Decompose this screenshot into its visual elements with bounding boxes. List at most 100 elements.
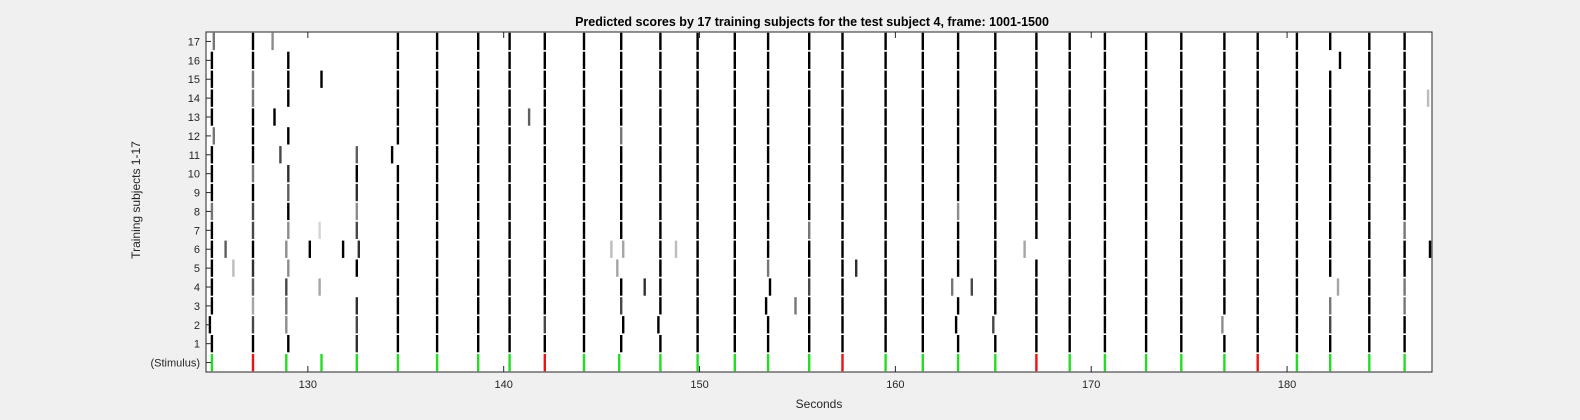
subject-score-mark: [1180, 240, 1183, 258]
subject-score-mark: [1256, 70, 1259, 88]
subject-score-mark: [1035, 335, 1038, 353]
subject-score-mark: [396, 183, 400, 202]
subject-score-mark: [1068, 240, 1071, 258]
subject-score-mark: [1035, 70, 1038, 88]
subject-score-mark: [1329, 70, 1332, 88]
subject-score-mark: [733, 51, 736, 69]
subject-score-mark: [766, 183, 770, 202]
stimulus-mark: [543, 353, 546, 372]
subject-score-mark: [766, 335, 770, 353]
subject-score-mark: [582, 165, 586, 183]
subject-score-mark: [287, 165, 290, 183]
subject-score-mark: [1329, 297, 1332, 315]
subject-score-mark: [884, 183, 887, 202]
heatmap-marks: [208, 32, 1432, 372]
subject-score-mark: [1068, 108, 1071, 126]
subject-score-mark: [435, 89, 439, 107]
subject-score-mark: [1329, 183, 1332, 202]
subject-score-mark: [696, 89, 699, 107]
subject-score-mark: [251, 51, 255, 69]
subject-score-mark: [1403, 127, 1406, 145]
subject-score-mark: [733, 183, 736, 202]
subject-score-mark: [956, 335, 960, 353]
stimulus-mark: [696, 353, 699, 372]
subject-score-mark: [355, 183, 358, 202]
subject-score-mark: [659, 51, 662, 69]
subject-score-mark: [841, 335, 844, 353]
subject-score-mark: [921, 127, 924, 145]
subject-score-mark: [657, 316, 660, 334]
subject-score-mark: [884, 297, 887, 315]
subject-score-mark: [1180, 108, 1183, 126]
subject-score-mark: [1329, 240, 1332, 258]
subject-score-mark: [543, 221, 546, 239]
subject-score-mark: [1426, 89, 1430, 107]
subject-score-mark: [921, 146, 924, 164]
subject-score-mark: [210, 146, 214, 164]
subject-score-mark: [396, 89, 400, 107]
subject-score-mark: [1329, 127, 1332, 145]
subject-score-mark: [390, 146, 394, 164]
subject-score-mark: [841, 316, 844, 334]
subject-score-mark: [696, 221, 699, 239]
subject-score-mark: [994, 240, 997, 258]
x-tick-label: 160: [886, 379, 904, 391]
subject-score-mark: [1403, 108, 1406, 126]
subject-score-mark: [994, 146, 997, 164]
subject-score-mark: [1068, 202, 1071, 221]
subject-score-mark: [435, 108, 439, 126]
subject-score-mark: [508, 183, 511, 202]
subject-score-mark: [620, 165, 623, 183]
subject-score-mark: [1223, 240, 1226, 258]
subject-score-mark: [285, 278, 288, 296]
subject-score-mark: [841, 297, 844, 315]
subject-score-mark: [733, 165, 736, 183]
subject-score-mark: [1144, 259, 1148, 277]
subject-score-mark: [341, 240, 345, 258]
subject-score-mark: [956, 297, 960, 315]
y-tick-label: 16: [188, 55, 200, 67]
subject-score-mark: [1180, 259, 1183, 277]
subject-score-mark: [733, 89, 736, 107]
subject-score-mark: [994, 202, 997, 221]
subject-score-mark: [733, 335, 736, 353]
subject-score-mark: [1180, 127, 1183, 145]
y-tick-label: 2: [194, 320, 200, 332]
subject-score-mark: [1180, 297, 1183, 315]
subject-score-mark: [1180, 70, 1183, 88]
subject-score-mark: [1223, 89, 1226, 107]
subject-score-mark: [543, 297, 546, 315]
subject-score-mark: [251, 70, 255, 88]
subject-score-mark: [543, 70, 546, 88]
stimulus-mark: [1295, 353, 1299, 372]
subject-score-mark: [355, 316, 358, 334]
subject-score-mark: [1068, 297, 1071, 315]
stimulus-mark: [1223, 353, 1226, 372]
x-tick-label: 130: [299, 379, 317, 391]
subject-score-mark: [251, 108, 255, 126]
subject-score-mark: [1329, 32, 1332, 51]
subject-score-mark: [1144, 127, 1148, 145]
subject-score-mark: [251, 146, 255, 164]
subject-score-mark: [582, 51, 586, 69]
subject-score-mark: [696, 183, 699, 202]
subject-score-mark: [477, 108, 480, 126]
subject-score-mark: [582, 259, 586, 277]
subject-score-mark: [696, 108, 699, 126]
subject-score-mark: [477, 146, 480, 164]
subject-score-mark: [396, 278, 400, 296]
subject-score-mark: [659, 89, 662, 107]
subject-score-mark: [1144, 146, 1148, 164]
subject-score-mark: [1338, 51, 1342, 69]
subject-score-mark: [956, 183, 960, 202]
subject-score-mark: [543, 240, 546, 258]
subject-score-mark: [435, 127, 439, 145]
subject-score-mark: [921, 221, 924, 239]
subject-score-mark: [1103, 51, 1107, 69]
subject-score-mark: [1368, 70, 1371, 88]
subject-score-mark: [956, 221, 960, 239]
subject-score-mark: [956, 108, 960, 126]
subject-score-mark: [994, 221, 997, 239]
subject-score-mark: [477, 127, 480, 145]
